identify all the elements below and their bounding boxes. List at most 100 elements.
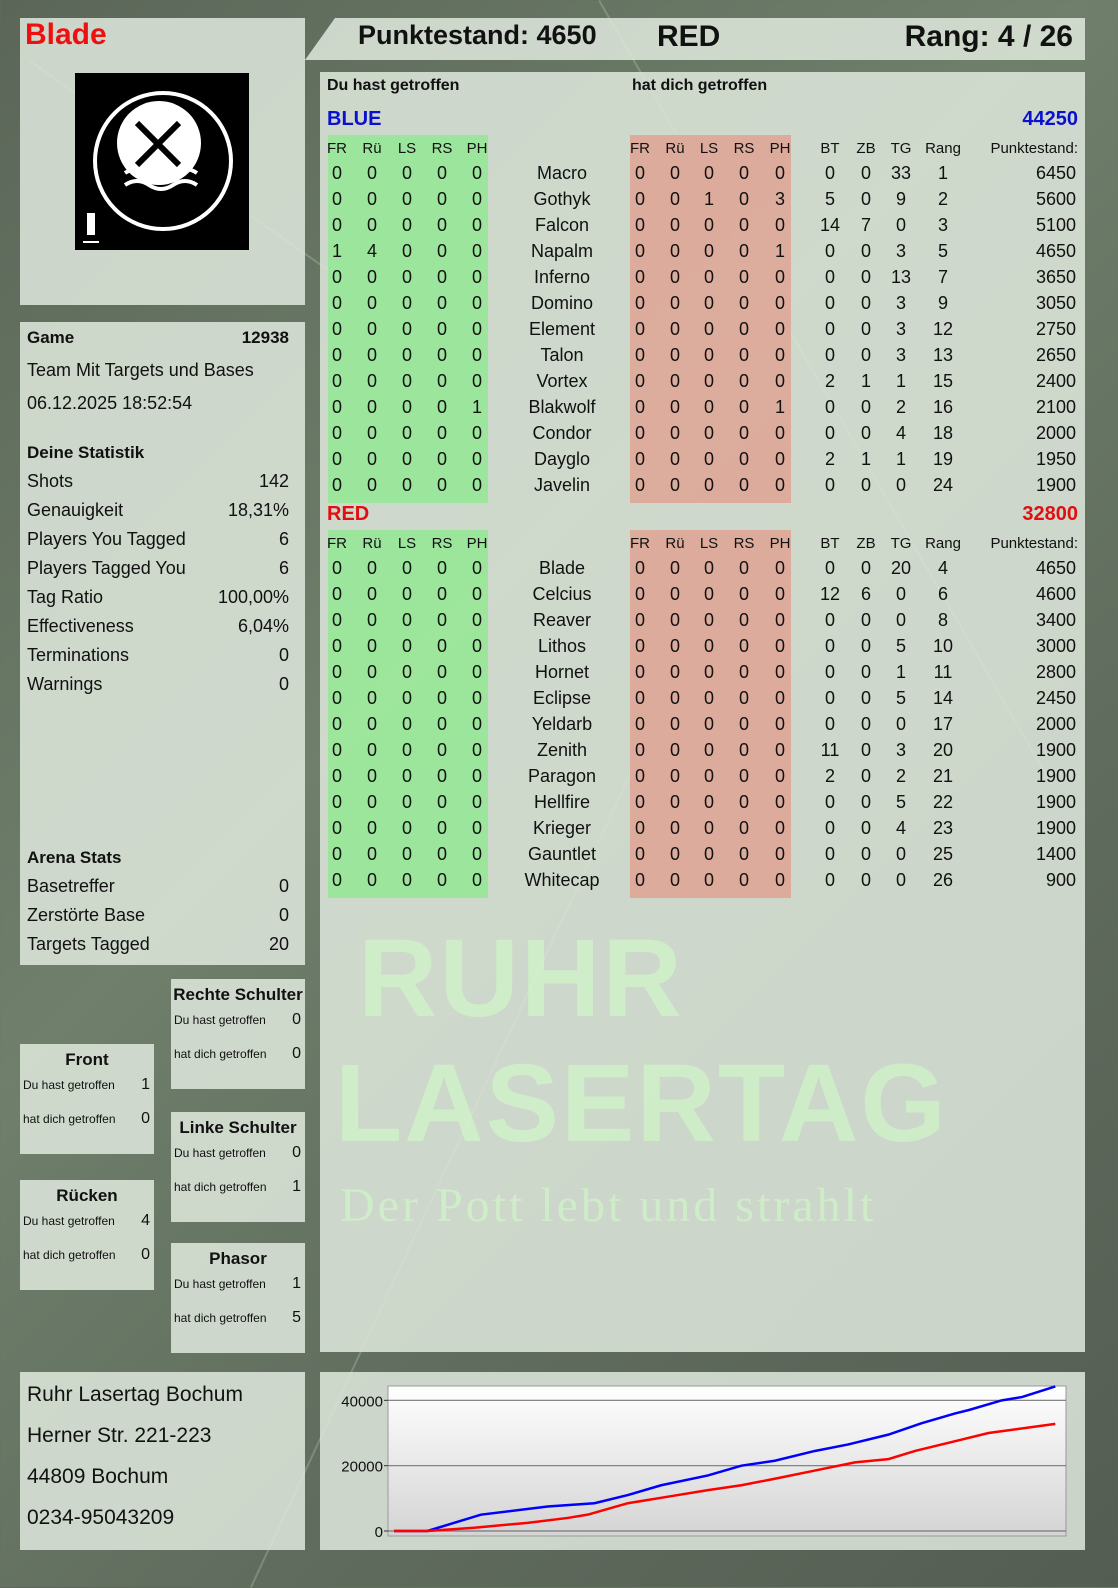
hit-you-cell: 0 xyxy=(658,423,692,444)
stat-cell: 14 xyxy=(810,215,850,236)
score-cell: 2800 xyxy=(1036,662,1076,683)
hit-you-cell: 0 xyxy=(658,475,692,496)
stat-cell: 0 xyxy=(810,662,850,683)
stat-cell: 15 xyxy=(923,371,963,392)
you-hit-cell: 0 xyxy=(320,449,354,470)
stat-label: Players You Tagged xyxy=(27,529,186,550)
stat-cell: 20 xyxy=(923,740,963,761)
hit-you-cell: 0 xyxy=(623,584,657,605)
stat-cell: 3 xyxy=(881,345,921,366)
stat-cell: 0 xyxy=(810,475,850,496)
you-hit-cell: 0 xyxy=(355,584,389,605)
zone-hit-you-value: 5 xyxy=(292,1309,301,1327)
address-line: Ruhr Lasertag Bochum xyxy=(27,1383,243,1407)
zone-you-hit-value: 0 xyxy=(292,1144,301,1162)
you-hit-cell: 0 xyxy=(425,844,459,865)
col-header: FR xyxy=(320,535,354,552)
col-header: Punktestand: xyxy=(990,535,1078,552)
zone-hit-you-value: 0 xyxy=(141,1110,150,1128)
col-header: FR xyxy=(623,535,657,552)
you-hit-cell: 0 xyxy=(355,766,389,787)
you-hit-cell: 0 xyxy=(460,818,494,839)
stat-cell: 0 xyxy=(810,818,850,839)
you-hit-cell: 0 xyxy=(460,740,494,761)
stat-cell: 0 xyxy=(810,688,850,709)
col-header: TG xyxy=(881,535,921,552)
stat-cell: 0 xyxy=(881,215,921,236)
you-hit-cell: 0 xyxy=(390,319,424,340)
zone-you-hit-label: Du hast getroffen xyxy=(23,1078,115,1092)
you-hit-cell: 0 xyxy=(460,215,494,236)
you-hit-cell: 0 xyxy=(425,870,459,891)
zone-you-hit-value: 0 xyxy=(292,1011,301,1029)
stat-cell: 0 xyxy=(846,688,886,709)
hit-you-cell: 0 xyxy=(727,792,761,813)
stat-cell: 2 xyxy=(923,189,963,210)
hit-you-cell: 0 xyxy=(623,792,657,813)
stat-cell: 0 xyxy=(846,241,886,262)
you-hit-cell: 0 xyxy=(460,662,494,683)
you-hit-cell: 0 xyxy=(460,267,494,288)
hit-you-cell: 0 xyxy=(692,397,726,418)
hit-you-cell: 0 xyxy=(692,584,726,605)
you-hit-cell: 0 xyxy=(425,163,459,184)
hit-you-cell: 0 xyxy=(692,293,726,314)
hit-you-cell: 0 xyxy=(763,740,797,761)
hit-you-cell: 0 xyxy=(623,423,657,444)
stat-cell: 17 xyxy=(923,714,963,735)
you-hit-cell: 0 xyxy=(390,189,424,210)
stat-cell: 1 xyxy=(881,371,921,392)
zone-you-hit-label: Du hast getroffen xyxy=(174,1013,266,1027)
you-hit-cell: 0 xyxy=(390,397,424,418)
hit-you-cell: 0 xyxy=(727,371,761,392)
hit-you-cell: 0 xyxy=(692,636,726,657)
stat-cell: 0 xyxy=(846,397,886,418)
you-hit-cell: 0 xyxy=(460,163,494,184)
player-name-cell: Celcius xyxy=(502,584,622,605)
you-hit-cell: 0 xyxy=(320,423,354,444)
col-header: Punktestand: xyxy=(990,140,1078,157)
player-name-cell: Reaver xyxy=(502,610,622,631)
stat-cell: 1 xyxy=(881,449,921,470)
zone-you-hit-value: 1 xyxy=(292,1275,301,1293)
stat-cell: 0 xyxy=(881,844,921,865)
score-cell: 5100 xyxy=(1036,215,1076,236)
you-hit-cell: 0 xyxy=(425,475,459,496)
you-hit-cell: 0 xyxy=(425,714,459,735)
col-header: BT xyxy=(810,140,850,157)
stat-cell: 24 xyxy=(923,475,963,496)
you-hit-cell: 0 xyxy=(460,688,494,709)
hit-you-cell: 0 xyxy=(658,397,692,418)
you-hit-cell: 0 xyxy=(460,423,494,444)
zone-title: Linke Schulter xyxy=(171,1118,305,1138)
hit-you-cell: 0 xyxy=(763,818,797,839)
col-header: RS xyxy=(727,140,761,157)
stat-cell: 0 xyxy=(846,818,886,839)
